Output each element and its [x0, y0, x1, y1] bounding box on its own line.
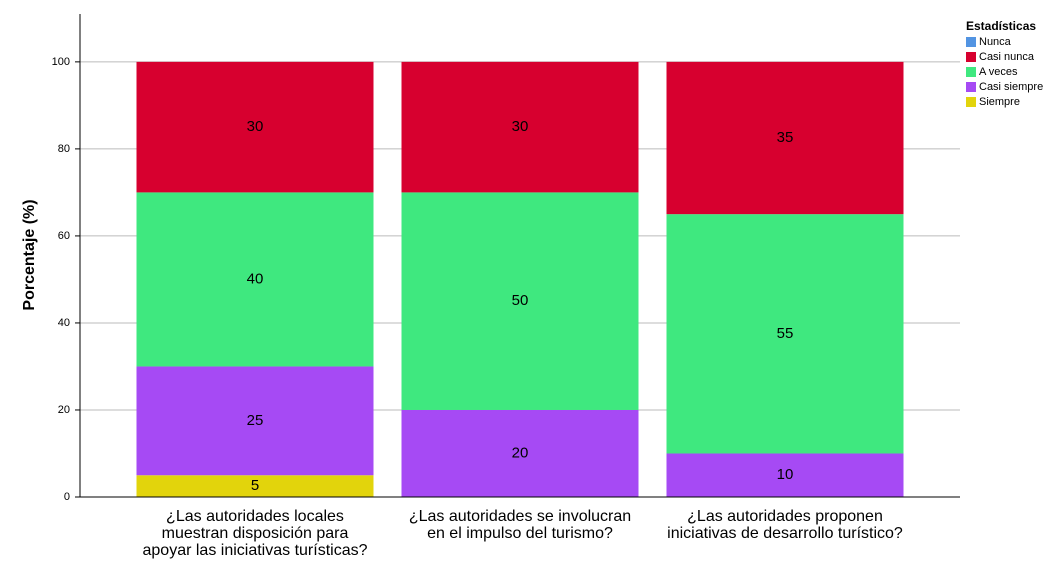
legend-label: Casi siempre: [979, 81, 1043, 93]
legend-swatch: [966, 82, 976, 92]
data-label: 40: [247, 270, 264, 287]
legend-title: Estadísticas: [966, 19, 1036, 33]
data-label: 10: [777, 466, 794, 483]
data-label: 20: [512, 444, 529, 461]
legend-label: A veces: [979, 66, 1018, 78]
bar-segment: [136, 192, 374, 367]
bar-segment: [666, 61, 904, 215]
legend-label: Nunca: [979, 36, 1012, 48]
bar-segment: [136, 366, 374, 476]
legend-swatch: [966, 37, 976, 47]
y-tick-label: 60: [58, 230, 70, 242]
bar-segment: [401, 409, 639, 497]
x-tick-label: ¿Las autoridades locales muestran dispos…: [142, 508, 368, 559]
data-label: 50: [512, 292, 529, 309]
data-label: 35: [777, 129, 794, 146]
bar-segment: [666, 214, 904, 454]
legend-swatch: [966, 52, 976, 62]
data-label: 30: [512, 118, 529, 135]
bar-segment: [401, 61, 639, 193]
x-tick-label: ¿Las autoridades proponen iniciativas de…: [667, 508, 903, 542]
y-tick-label: 20: [58, 404, 70, 416]
bar-segment: [136, 475, 374, 497]
y-tick-label: 100: [52, 56, 70, 68]
x-tick-label: ¿Las autoridades se involucran en el imp…: [408, 508, 632, 542]
data-label: 30: [247, 118, 264, 135]
y-tick-label: 0: [64, 491, 70, 503]
legend-swatch: [966, 97, 976, 107]
legend-label: Siempre: [979, 96, 1020, 108]
bar-segment: [401, 192, 639, 410]
data-label: 25: [247, 412, 264, 429]
data-label: 55: [777, 325, 794, 342]
y-tick-label: 80: [58, 143, 70, 155]
legend-swatch: [966, 67, 976, 77]
data-label: 5: [251, 477, 259, 494]
y-tick-label: 40: [58, 317, 70, 329]
legend-label: Casi nunca: [979, 51, 1035, 63]
bar-segment: [666, 453, 904, 497]
y-axis-label: Porcentaje (%): [21, 199, 38, 310]
bar-segment: [136, 61, 374, 193]
